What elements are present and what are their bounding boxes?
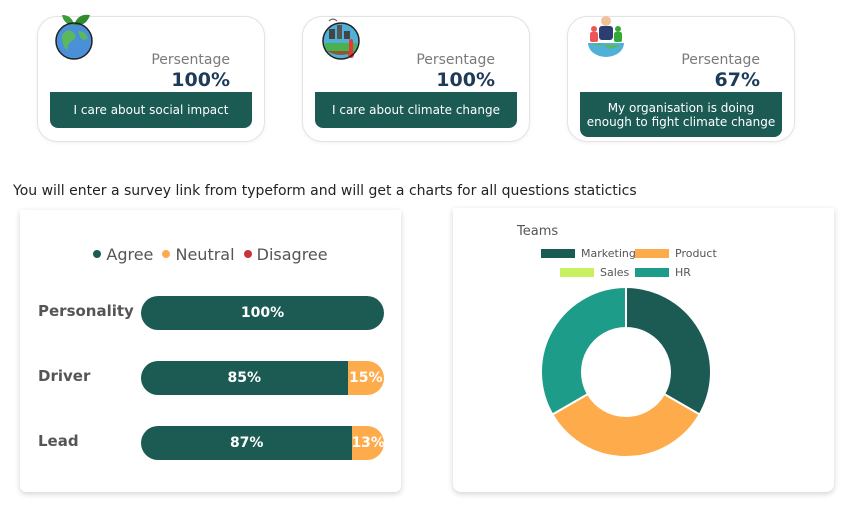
percentage-value: 100% <box>436 69 495 91</box>
legend-item-sales[interactable]: Sales <box>560 266 629 279</box>
percentage-value: 67% <box>714 69 760 91</box>
percentage-label: Persentage <box>151 52 230 68</box>
legend-label-agree: Agree <box>106 245 154 264</box>
percentage-label: Persentage <box>681 52 760 68</box>
legend-label-hr: HR <box>675 266 691 279</box>
legend-swatch-product <box>635 249 669 258</box>
legend-label-neutral: Neutral <box>175 245 235 264</box>
legend-dot-agree <box>93 249 102 258</box>
legend-item-marketing[interactable]: Marketing <box>541 247 636 260</box>
legend-item-hr[interactable]: HR <box>635 266 691 279</box>
legend-label-marketing: Marketing <box>581 247 636 260</box>
legend-label-sales: Sales <box>600 266 630 279</box>
chart-title: Teams <box>517 224 559 239</box>
bar-agree-personality[interactable]: 100% <box>141 296 384 330</box>
legend-item-agree[interactable]: Agree <box>93 245 153 264</box>
legend-label-disagree: Disagree <box>256 245 328 264</box>
climate-city-icon <box>322 18 360 60</box>
bar-agree-lead[interactable]: 87% <box>141 426 353 460</box>
card-caption: My organisation is doing enough to fight… <box>580 92 782 137</box>
legend-swatch-hr <box>635 268 669 277</box>
bar-label-neutral-lead: 13% <box>351 435 384 451</box>
stat-card-organisation: Persentage 67% My organisation is doing … <box>567 16 795 142</box>
stat-card-social-impact: Persentage 100% I care about social impa… <box>37 14 265 142</box>
legend-dot-neutral <box>162 249 171 258</box>
bar-label-agree-lead: 87% <box>229 435 264 451</box>
legend-item-disagree[interactable]: Disagree <box>243 245 328 264</box>
card-caption: I care about climate change <box>315 92 517 128</box>
bar-track-personality: 100% <box>141 296 384 330</box>
bar-track-driver: 85% 15% <box>141 361 384 395</box>
chart-legend: Agree Neutral Disagree <box>20 245 401 264</box>
donut-slice-marketing[interactable] <box>625 285 712 416</box>
earth-plant-icon <box>55 14 93 60</box>
bar-label-agree-personality: 100% <box>240 305 285 321</box>
bar-label-neutral-driver: 15% <box>349 370 383 386</box>
legend-swatch-sales <box>560 268 594 277</box>
percentage-value: 100% <box>171 69 230 91</box>
card-caption: I care about social impact <box>50 92 252 128</box>
bar-label-agree-driver: 85% <box>227 370 262 386</box>
percentage-label: Persentage <box>416 52 495 68</box>
category-label-lead: Lead <box>38 432 79 450</box>
legend-item-product[interactable]: Product <box>635 247 717 260</box>
bar-neutral-lead[interactable]: 13% <box>351 426 384 460</box>
teams-donut-chart: Teams Marketing Product Sales HR <box>453 208 834 492</box>
bar-agree-driver[interactable]: 85% <box>141 361 348 395</box>
legend-item-neutral[interactable]: Neutral <box>162 245 235 264</box>
likert-bar-chart: Agree Neutral Disagree Personality 100% … <box>20 210 401 492</box>
bar-track-lead: 87% 13% <box>141 426 384 460</box>
stat-card-climate-change: Persentage 100% I care about climate cha… <box>302 16 530 142</box>
category-label-personality: Personality <box>38 302 134 320</box>
legend-swatch-marketing <box>541 249 575 258</box>
category-label-driver: Driver <box>38 367 91 385</box>
donut-slice-hr[interactable] <box>540 285 627 416</box>
legend-label-product: Product <box>675 247 717 260</box>
donut-plot <box>540 285 712 458</box>
bar-neutral-driver[interactable]: 15% <box>347 361 384 395</box>
legend-dot-disagree <box>243 249 252 258</box>
people-globe-icon <box>588 16 624 57</box>
donut-slice-product[interactable] <box>551 392 701 458</box>
intro-text: You will enter a survey link from typefo… <box>13 183 637 199</box>
